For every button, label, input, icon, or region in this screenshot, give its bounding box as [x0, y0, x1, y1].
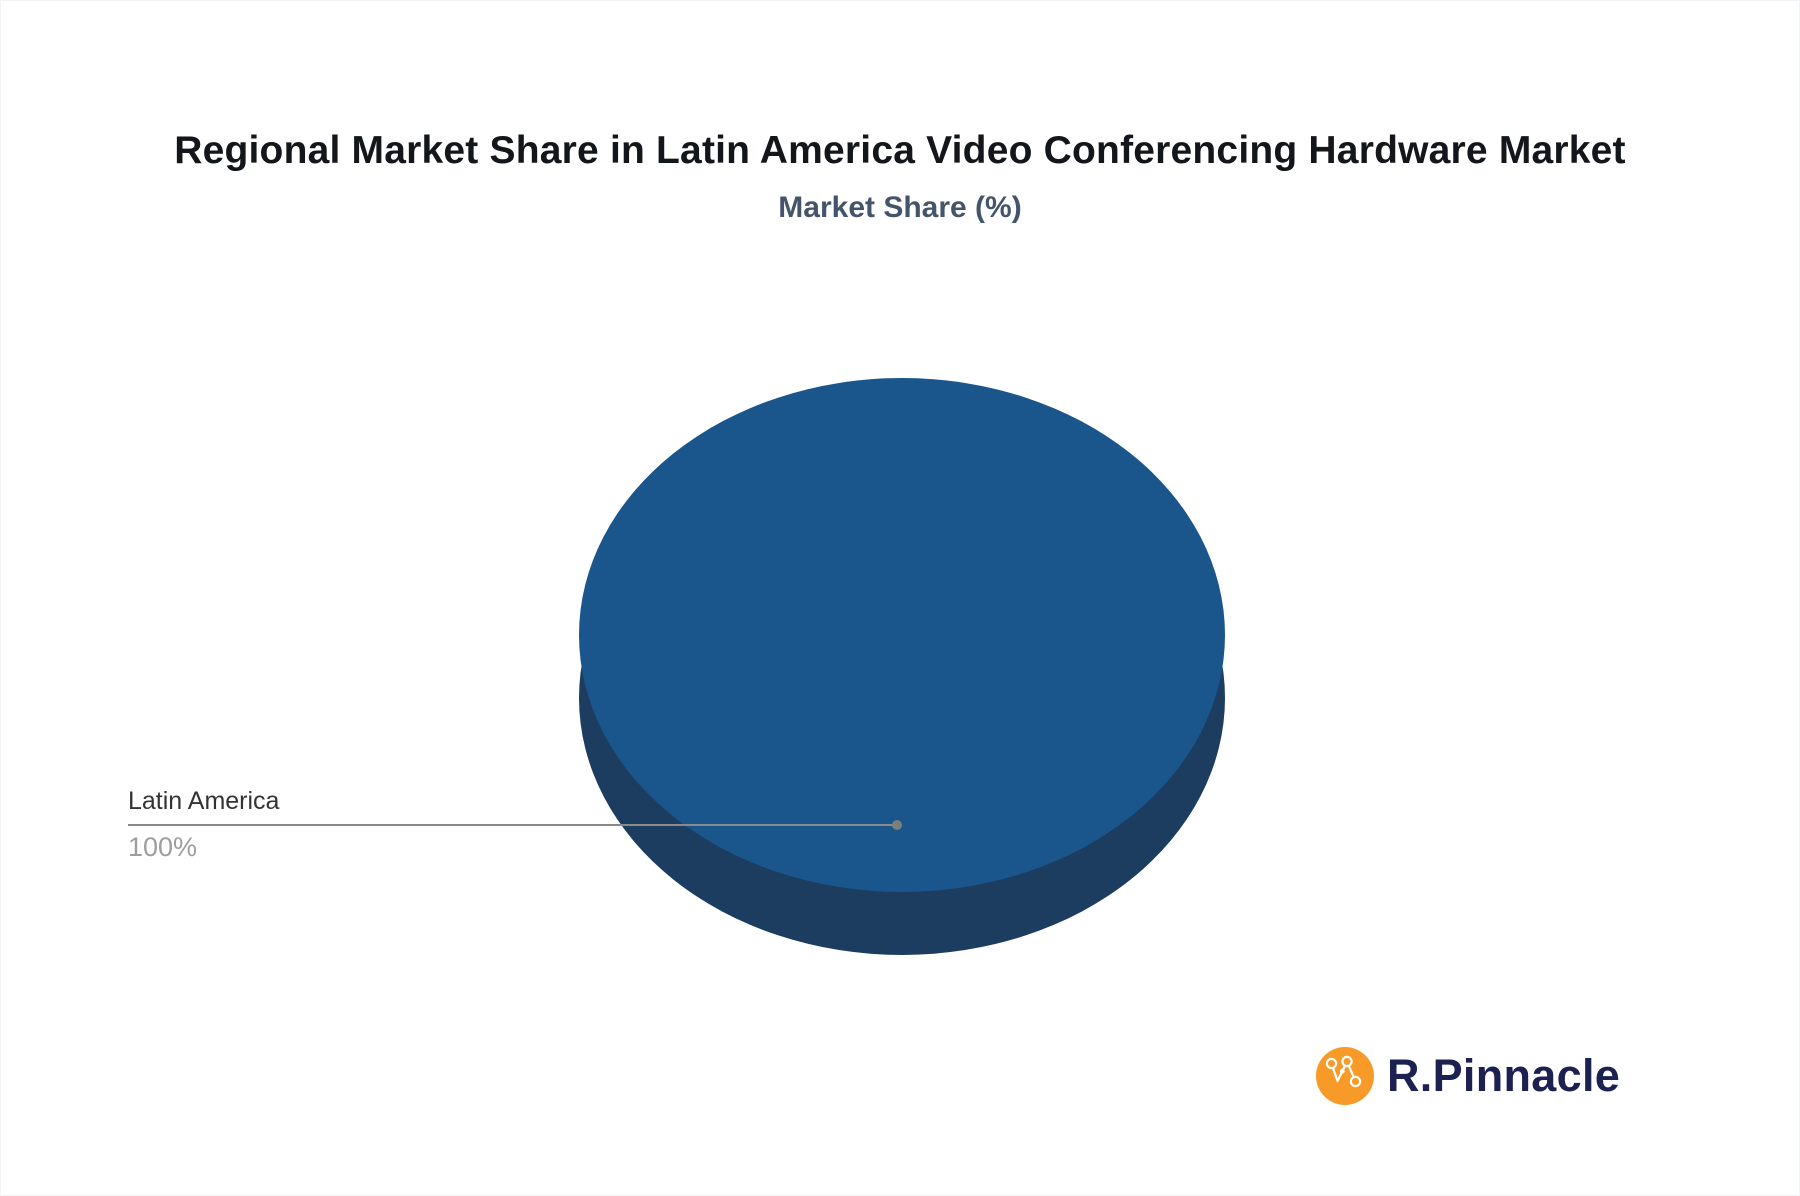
- brand-logo: R.Pinnacle: [1316, 1047, 1620, 1105]
- slice-label: Latin America: [128, 787, 280, 815]
- chart-title: Regional Market Share in Latin America V…: [174, 129, 1626, 172]
- pie-slice-latin-america[interactable]: [579, 378, 1225, 892]
- chart-subtitle: Market Share (%): [778, 191, 1022, 224]
- slice-value: 100%: [128, 832, 198, 862]
- brand-logo-text: R.Pinnacle: [1387, 1050, 1621, 1101]
- leader-dot: [892, 820, 902, 830]
- leader-line: [128, 824, 896, 826]
- network-nodes-icon: [1316, 1047, 1374, 1105]
